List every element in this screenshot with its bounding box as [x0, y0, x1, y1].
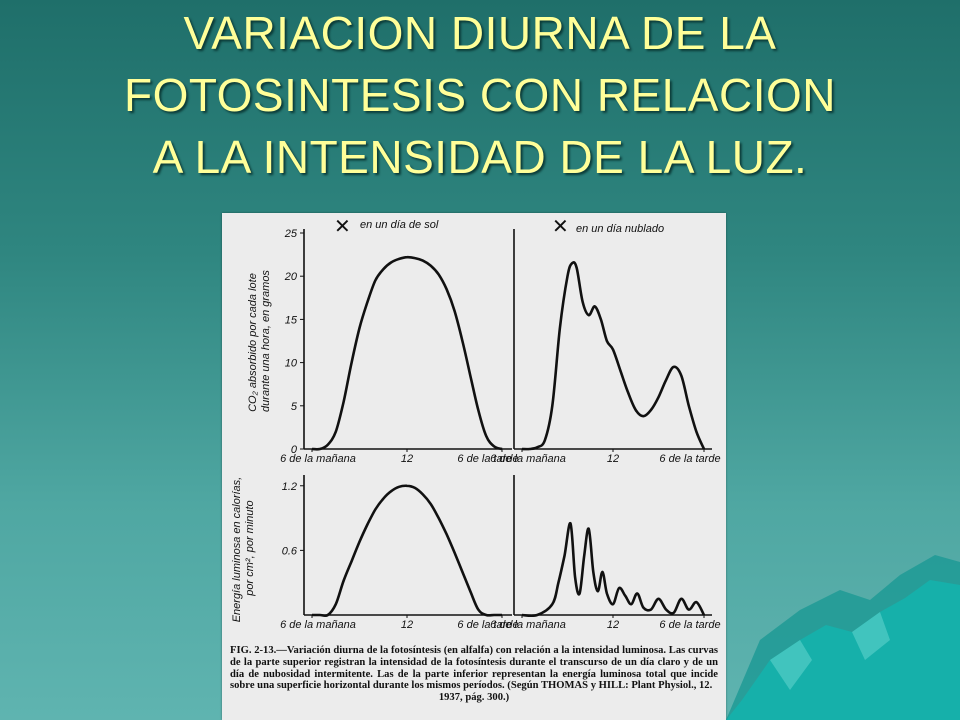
bottom-ylabel: Energía luminosa en calorías, por cm², p…: [231, 474, 256, 623]
chart-marks: 6 de la mañana 12 6 de la tarde 0 5 10 15 20 25 6…: [280, 228, 721, 631]
x-tick-label: 12: [607, 453, 619, 465]
axes-frames: [303, 229, 712, 616]
top-ylabel: CO₂ absorbido por cada lote durante una …: [247, 270, 272, 412]
series-line-panel-3: [312, 484, 502, 618]
x-mark-sun: ✕: [334, 216, 351, 238]
y-tick-label: 5: [291, 401, 298, 413]
slide-title: VARIACION DIURNA DE LA FOTOSINTESIS CON …: [0, 2, 960, 188]
x-tick-label: 6 de la tarde: [457, 453, 518, 465]
x-tick-label: 12: [401, 453, 413, 465]
figure-caption: FIG. 2-13.—Variación diurna de la fotosí…: [230, 645, 718, 704]
x-tick-label: 6 de la mañana: [280, 453, 356, 465]
x-mark-cloud: ✕: [552, 216, 569, 238]
y-tick-label: 1.2: [282, 481, 297, 493]
x-tick-label: 6 de la mañana: [490, 619, 566, 631]
y-tick-label: 20: [284, 271, 298, 283]
y-tick-label: 0: [291, 444, 298, 456]
caption-body: FIG. 2-13.—Variación diurna de la fotosí…: [230, 645, 718, 692]
y-tick-label: 15: [285, 314, 298, 326]
x-tick-label: 6 de la mañana: [490, 453, 566, 465]
y-tick-label: 0.6: [282, 545, 298, 557]
x-tick-label: 6 de la tarde: [659, 453, 720, 465]
x-tick-label: 12: [401, 619, 413, 631]
y-tick-label: 10: [285, 358, 298, 370]
mountain-highlight-shape: [770, 612, 890, 690]
panel-title-sunny: en un día de sol: [360, 219, 439, 231]
mountain-front-shape: [726, 580, 960, 720]
caption-end: 1937, pág. 300.): [438, 692, 510, 704]
panel-title-cloudy: en un día nublado: [576, 223, 664, 235]
title-line-2: FOTOSINTESIS CON RELACION: [124, 69, 836, 121]
series-line-panel-4: [521, 522, 706, 618]
x-tick-label: 6 de la tarde: [457, 619, 518, 631]
series-line-panel-2: [521, 260, 706, 451]
figure-svg: ✕ en un día de sol ✕ en un día nublado C…: [231, 216, 721, 631]
title-line-3: A LA INTENSIDAD DE LA LUZ.: [152, 131, 808, 183]
figure-plate: ✕ en un día de sol ✕ en un día nublado C…: [222, 213, 726, 720]
y-tick-label: 25: [284, 228, 298, 240]
x-tick-label: 6 de la mañana: [280, 619, 356, 631]
title-line-1: VARIACION DIURNA DE LA: [183, 7, 777, 59]
x-tick-label: 12: [607, 619, 619, 631]
series-line-panel-1: [311, 255, 503, 451]
x-tick-label: 6 de la tarde: [659, 619, 720, 631]
